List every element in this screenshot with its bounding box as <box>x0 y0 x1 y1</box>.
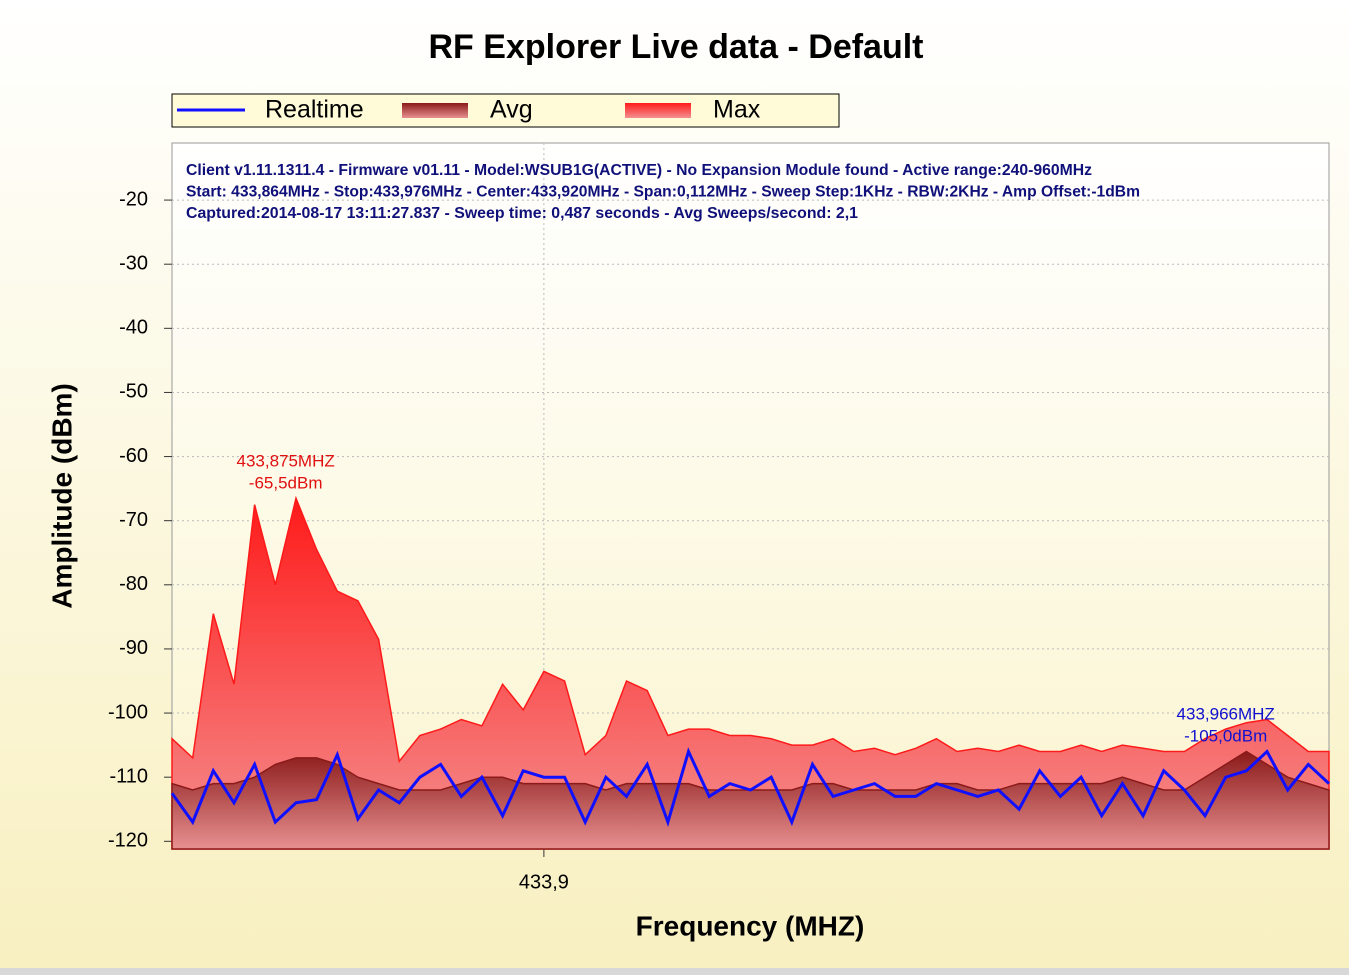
legend-label: Max <box>713 96 761 124</box>
y-tick-label: -60 <box>119 445 148 467</box>
realtime-line <box>170 747 1331 827</box>
legend-swatch <box>625 103 691 118</box>
y-tick-label: -110 <box>109 765 148 787</box>
info-text: Start: 433,864MHz - Stop:433,976MHz - Ce… <box>186 184 1140 201</box>
y-tick-label: -100 <box>108 701 148 723</box>
legend-label: Realtime <box>265 96 364 124</box>
y-tick-label: -80 <box>119 573 148 595</box>
annotation: -105,0dBm <box>1184 727 1267 746</box>
legend-swatch <box>402 103 468 118</box>
legend-label: Avg <box>490 96 533 124</box>
annotation: 433,966MHZ <box>1177 705 1275 724</box>
y-axis-label: Amplitude (dBm) <box>46 383 77 609</box>
info-text: Captured:2014-08-17 13:11:27.837 - Sweep… <box>186 205 858 222</box>
annotation: -65,5dBm <box>249 473 323 492</box>
chart-title: RF Explorer Live data - Default <box>429 28 924 66</box>
legend <box>171 93 840 128</box>
y-tick-label: -90 <box>119 637 148 659</box>
y-tick-label: -70 <box>119 509 148 531</box>
x-tick-label: 433,9 <box>519 871 569 893</box>
y-tick-label: -120 <box>108 830 148 852</box>
bottom-bar <box>0 968 1349 975</box>
y-tick-label: -50 <box>119 381 148 403</box>
y-tick-label: -30 <box>119 252 148 274</box>
annotation: 433,875MHZ <box>236 451 334 470</box>
y-tick-label: -20 <box>119 188 148 210</box>
max-area <box>171 495 1330 850</box>
info-text: Client v1.11.1311.4 - Firmware v01.11 - … <box>186 162 1092 179</box>
avg-area <box>171 750 1330 850</box>
x-axis-label: Frequency (MHZ) <box>636 910 865 941</box>
y-tick-label: -40 <box>119 317 148 339</box>
